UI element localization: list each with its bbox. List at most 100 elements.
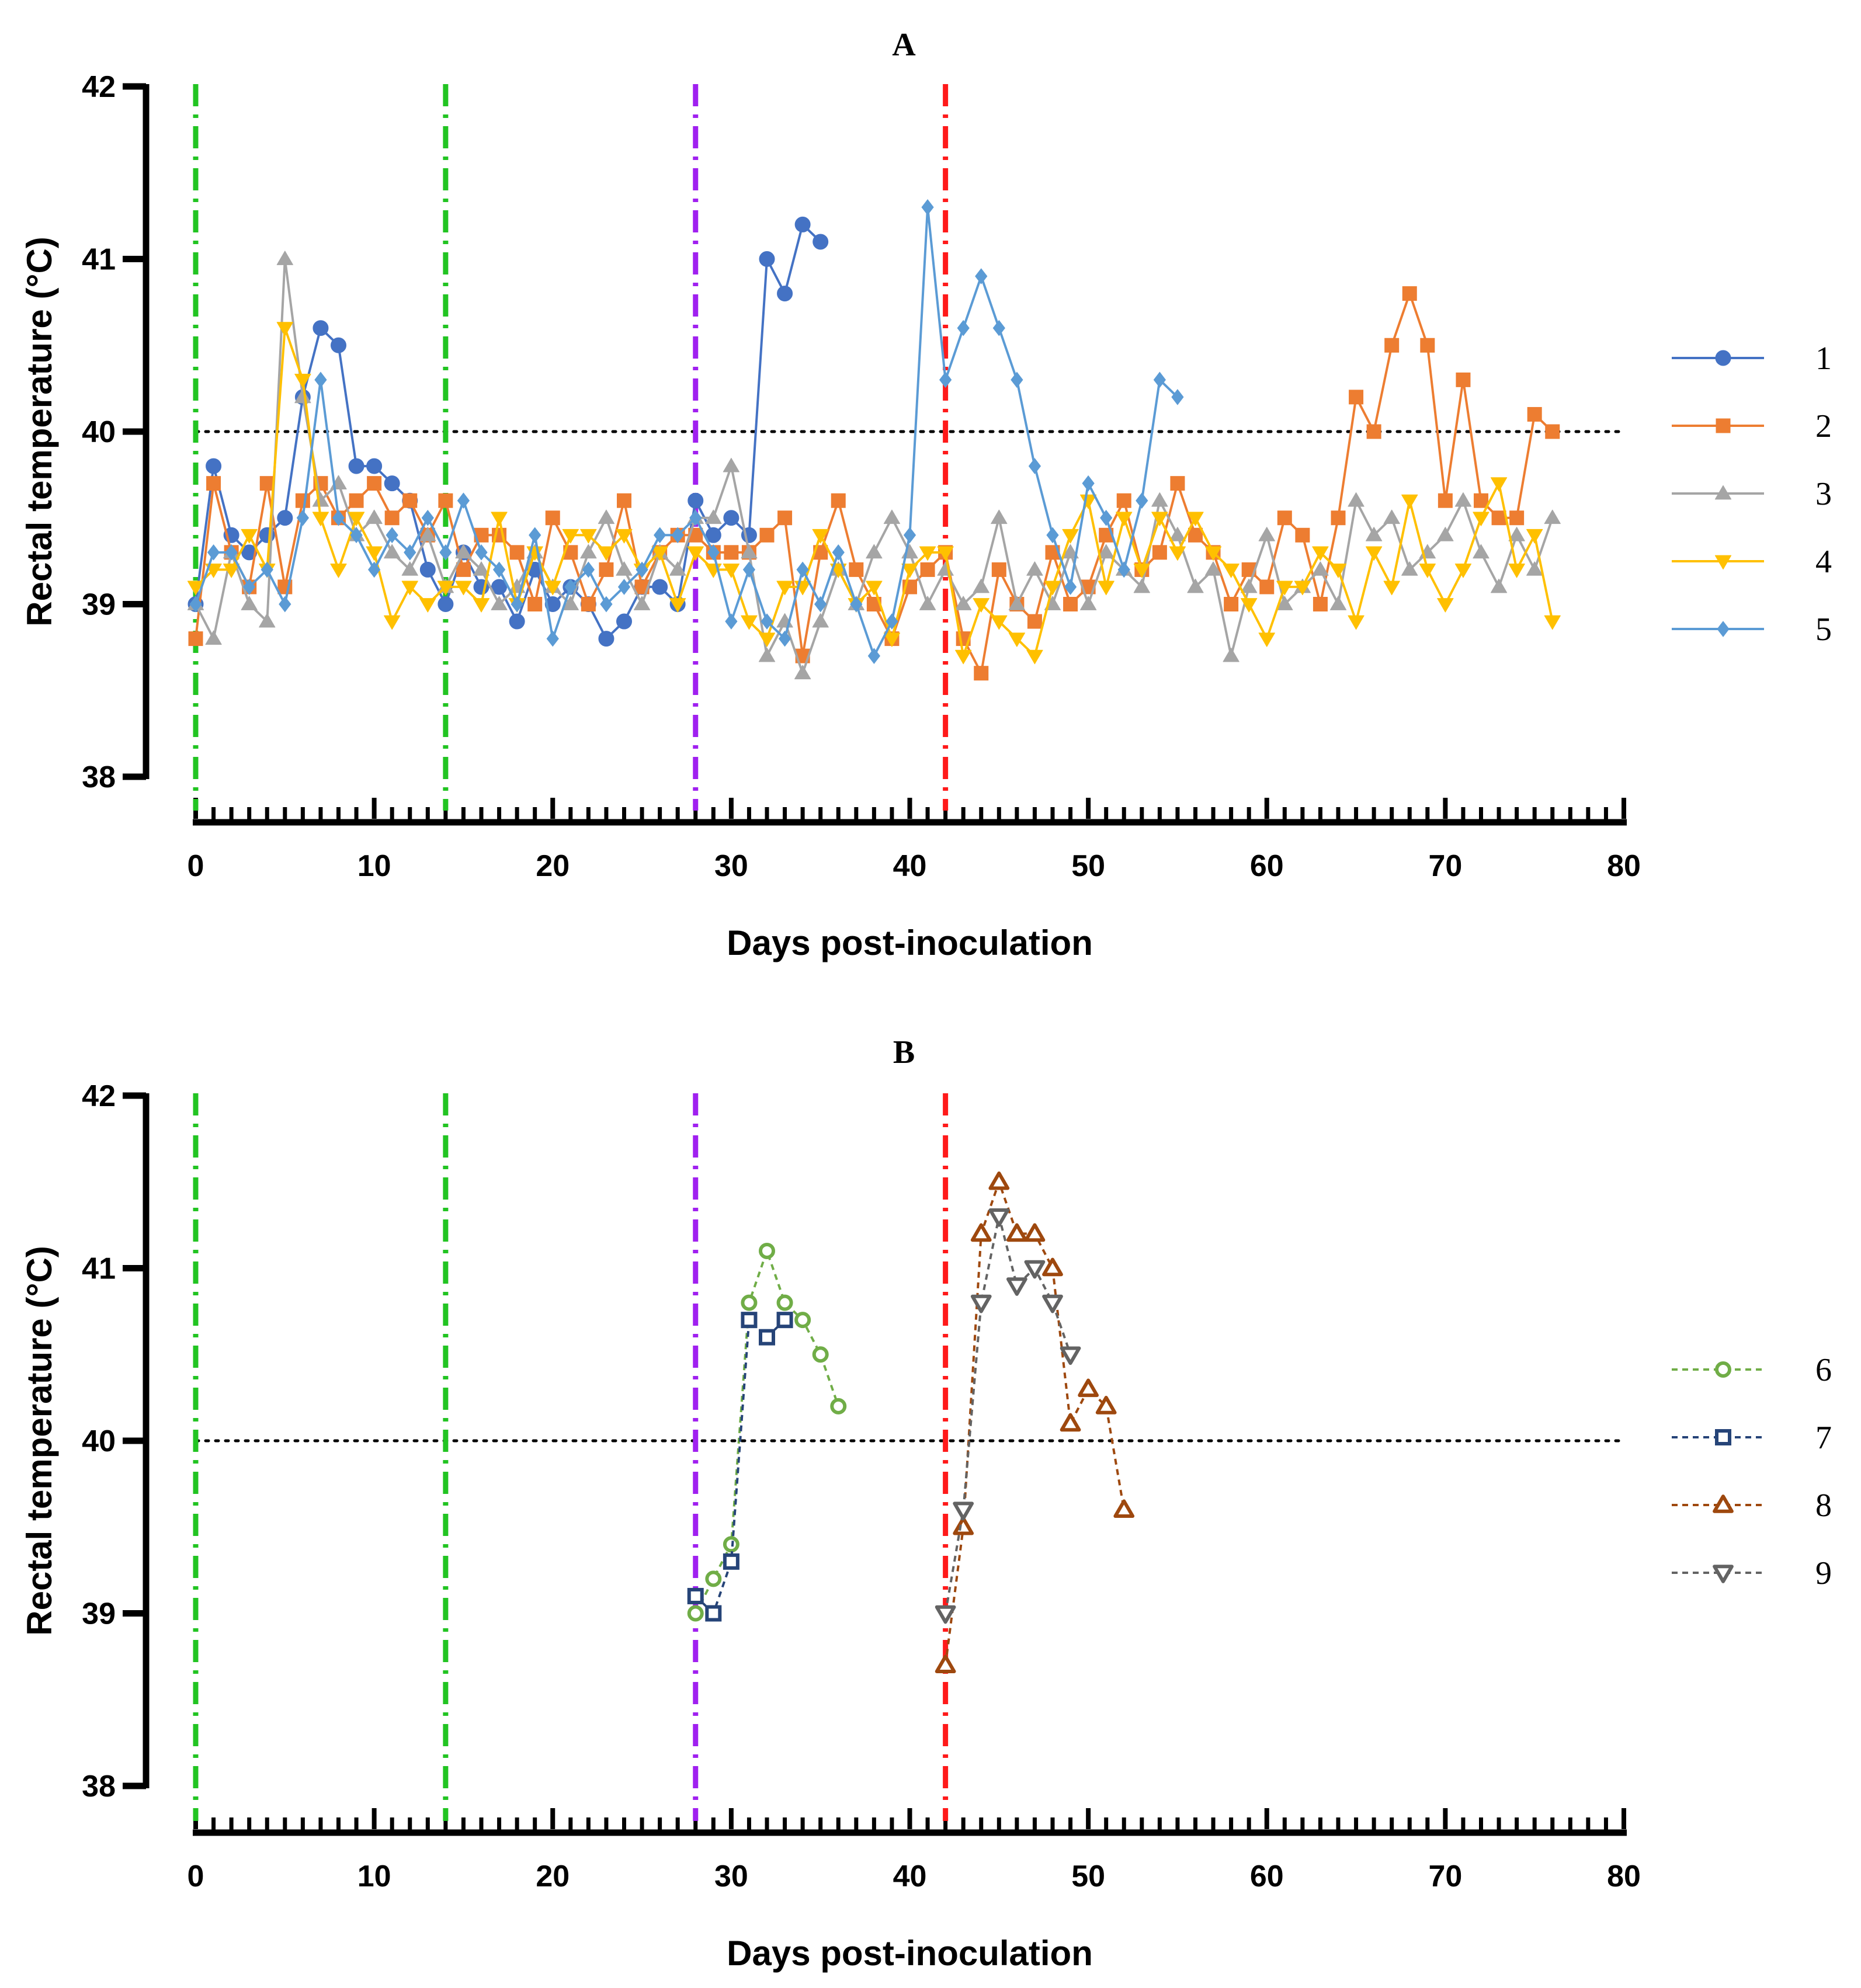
data-point [188, 631, 203, 647]
data-point [1419, 564, 1436, 578]
data-point [687, 1587, 704, 1604]
data-point [653, 527, 666, 544]
legend-marker [1715, 1429, 1731, 1445]
data-point [599, 562, 614, 577]
data-point [1188, 527, 1203, 543]
data-point [1223, 648, 1239, 662]
data-point [1474, 493, 1488, 508]
data-point [1365, 527, 1383, 541]
data-point [723, 510, 739, 526]
data-point [832, 544, 845, 561]
data-point [401, 581, 418, 596]
data-point [761, 613, 773, 630]
data-point [1437, 598, 1454, 613]
data-point [1276, 596, 1293, 610]
data-point [438, 493, 453, 508]
data-point [419, 561, 436, 578]
data-point [1329, 564, 1347, 578]
data-point [953, 1516, 974, 1535]
data-point [206, 458, 222, 474]
data-point [241, 529, 258, 544]
data-point [957, 319, 970, 336]
data-point [1060, 1413, 1081, 1432]
data-point [189, 596, 202, 613]
data-point [241, 544, 258, 561]
data-point [849, 562, 864, 577]
data-point [1224, 597, 1239, 611]
data-point [1204, 546, 1222, 561]
y-tick-label: 38 [82, 760, 116, 794]
data-point [970, 1294, 992, 1313]
data-point [705, 1570, 722, 1587]
data-point [935, 1655, 956, 1673]
x-tick-label: 80 [1607, 849, 1641, 883]
data-point [437, 581, 454, 596]
data-point [366, 546, 383, 561]
data-point [243, 579, 256, 595]
data-point [332, 509, 345, 526]
data-point [970, 1223, 992, 1242]
data-point [580, 544, 597, 559]
data-point [1454, 564, 1472, 578]
legend-marker [1713, 1495, 1734, 1513]
data-point [279, 596, 291, 613]
data-point [1151, 492, 1168, 507]
data-point [883, 632, 901, 647]
legend-label: 6 [1815, 1352, 1832, 1388]
data-point [1313, 597, 1328, 611]
data-point [742, 561, 756, 578]
data-point [491, 596, 508, 610]
data-point [1223, 564, 1239, 578]
data-point [1294, 581, 1311, 596]
data-point [331, 337, 346, 353]
data-point [796, 561, 809, 578]
x-tick-label: 40 [893, 1860, 927, 1893]
data-point [937, 546, 954, 561]
data-point [259, 613, 276, 628]
data-point [777, 510, 793, 526]
data-point [1258, 527, 1275, 541]
data-point [1133, 578, 1150, 593]
x-tick-label: 20 [536, 849, 570, 883]
data-point [1063, 597, 1078, 611]
data-point [813, 545, 828, 560]
data-point [384, 510, 400, 526]
data-point [1259, 579, 1275, 595]
data-point [509, 613, 525, 630]
data-point [903, 527, 916, 544]
legend-item: 2 [1672, 408, 1832, 444]
data-point [651, 546, 668, 561]
data-point [455, 544, 472, 559]
data-point [259, 476, 275, 491]
data-point [866, 581, 883, 596]
data-point [759, 251, 775, 267]
data-point [617, 493, 631, 508]
data-point [419, 527, 436, 541]
data-point [386, 527, 398, 544]
data-point [404, 544, 416, 561]
data-point [527, 597, 543, 611]
data-point [1544, 615, 1561, 630]
data-point [794, 665, 811, 680]
data-point [705, 1605, 722, 1622]
data-point [1082, 475, 1095, 492]
data-point [1171, 389, 1184, 405]
data-point [384, 544, 401, 559]
data-point [1331, 510, 1346, 526]
data-point [1490, 578, 1508, 593]
data-point [636, 561, 648, 578]
data-point [1277, 510, 1292, 526]
legend-label: 4 [1815, 544, 1832, 580]
data-point [687, 1605, 704, 1622]
data-point [544, 581, 561, 596]
data-point [725, 613, 738, 630]
data-point [991, 562, 1006, 577]
data-point [1383, 509, 1400, 524]
data-point [652, 579, 668, 595]
data-point [921, 199, 934, 216]
data-point [1383, 581, 1400, 596]
legend-marker [1715, 1361, 1731, 1378]
data-point [616, 561, 633, 576]
data-point [988, 1171, 1010, 1190]
